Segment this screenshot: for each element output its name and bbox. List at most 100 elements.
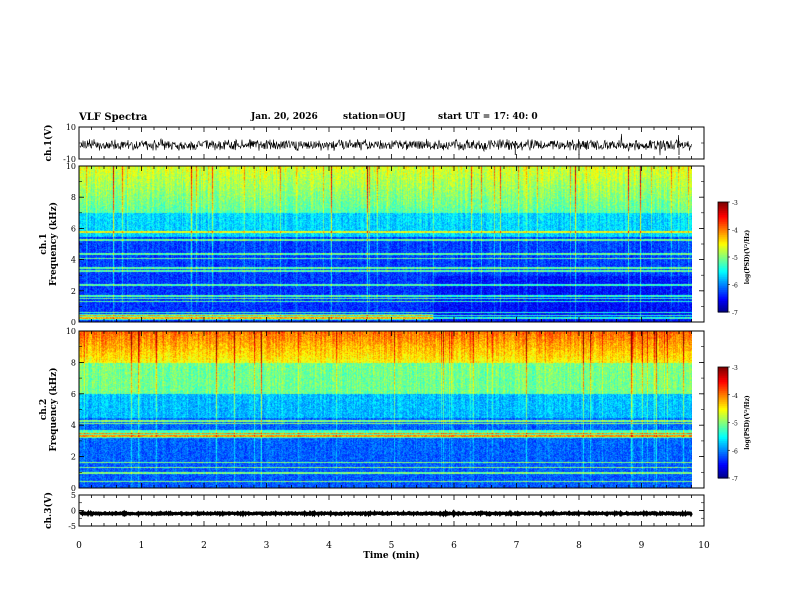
colorbar-segment [718,220,728,223]
colorbar-segment [718,391,728,394]
colorbar-segment [718,405,728,409]
colorbar-segment [718,302,728,306]
colorbar-tick-label: -4 [732,228,738,235]
colorbar-tick-label: -6 [732,283,738,290]
colorbar-segment [718,293,728,297]
colorbar-segment [718,306,728,309]
ch1-spectrogram-panel: 0 2 4 6 8 10 ch.1 Frequency (kHz) [39,162,705,327]
colorbar-segment [718,308,728,311]
colorbar-label: log(PSD)(V²/Hz) [744,395,751,450]
y-tick-label: 10 [66,162,76,171]
colorbar-segment [718,370,728,374]
y-axis-label: Frequency (kHz) [48,367,59,451]
colorbar-tick-label: -6 [732,448,738,455]
y-tick-label: 8 [71,358,76,367]
colorbar-segment [718,387,728,390]
x-tick-label: 2 [201,541,207,551]
y-tick-label: 0 [71,484,76,493]
colorbar-segment [718,304,728,308]
y-axis-label: Frequency (kHz) [48,202,59,286]
colorbar-segment [718,424,728,427]
colorbar-segment [718,409,728,412]
y-tick-label: 8 [71,193,76,202]
colorbar-segment [718,216,728,220]
colorbar-segment [718,441,728,444]
colorbar-segment [718,461,728,464]
colorbar-segment [718,392,728,396]
colorbar-tick-label: -5 [732,255,738,262]
colorbar-segment [718,442,728,446]
colorbar-segment [718,466,728,470]
colorbar-segment [718,290,728,293]
x-tick-label: 10 [698,541,710,551]
colorbar-segment [718,463,728,466]
colorbar-segment [718,437,728,440]
waveform-trace [78,509,693,519]
colorbar-segment [718,396,728,400]
colorbar-segment [718,253,728,256]
colorbar-segment [718,207,728,210]
colorbar-segment [718,275,728,278]
colorbar-segment [718,297,728,300]
colorbar-segment [718,225,728,229]
colorbar-segment [718,299,728,302]
colorbar-tick-label: -5 [732,421,738,428]
colorbar-segment [718,227,728,231]
colorbar-segment [718,218,728,221]
colorbar-segment [718,255,728,258]
colorbar-segment [718,426,728,429]
y-axis-label: ch.1 [39,233,49,254]
y-tick-label: 4 [71,256,76,265]
colorbar-segment [718,398,728,401]
colorbar-segment [718,284,728,287]
colorbar-segment [718,224,728,227]
colorbar-segment [718,415,728,418]
colorbar-segment [718,435,728,438]
colorbar-segment [718,244,728,247]
colorbar-segment [718,413,728,416]
ch3-waveform-panel: 5 0 -5 ch.3(V) 0 1 2 3 4 5 6 7 8 9 10 Time (min) [43,491,710,561]
colorbar-segment [718,448,728,451]
colorbar-label: log(PSD)(V²/Hz) [744,230,751,285]
colorbar-segment [718,286,728,289]
x-tick-label: 8 [576,541,582,551]
colorbar-segment [718,453,728,457]
colorbar-segment [718,476,728,479]
y-tick-label: 2 [71,287,76,296]
colorbar-segment [718,203,728,207]
x-tick-label: 5 [389,541,395,551]
panel-frame [78,494,705,527]
colorbar-segment [718,260,728,264]
colorbar-segment [718,222,728,225]
spectrogram-canvas [79,166,692,322]
colorbar-segment [718,251,728,254]
colorbar-segment [718,418,728,422]
colorbar-segment [718,404,728,407]
colorbar-segment [718,238,728,242]
colorbar-segment [718,474,728,477]
colorbar-segment [718,374,728,377]
station-label: station=OUJ [343,112,406,122]
date-label: Jan. 20, 2026 [251,112,318,122]
colorbar-segment [718,452,728,455]
colorbar-segment [718,277,728,280]
colorbar-segment [718,429,728,433]
colorbar-segment [718,383,728,387]
colorbar-segment [718,280,728,284]
panel-frame [78,165,705,323]
colorbar-segment [718,257,728,260]
y-tick-label: 5 [71,491,76,500]
colorbar-segment [718,240,728,243]
colorbar-segment [718,446,728,449]
colorbar-segment [718,235,728,238]
y-tick-label: 4 [71,421,76,430]
colorbar-segment [718,233,728,236]
colorbar-segment [718,288,728,291]
y-tick-label: 6 [71,224,76,233]
colorbar-tick-label: -3 [732,200,738,207]
colorbar-segment [718,439,728,442]
colorbar-segment [718,420,728,424]
colorbar-segment [718,378,728,381]
colorbar-segment [718,422,728,425]
